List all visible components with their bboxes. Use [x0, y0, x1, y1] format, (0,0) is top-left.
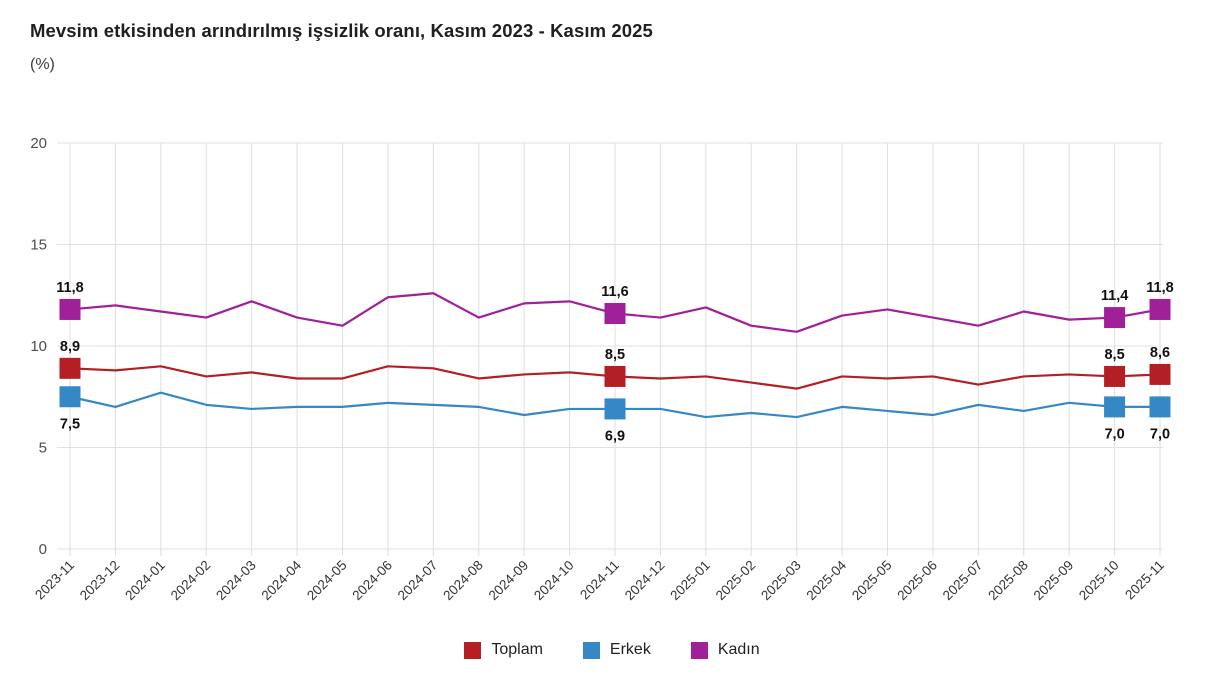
y-tick-label: 20	[30, 135, 47, 152]
x-tick-label: 2023-11	[32, 558, 77, 603]
value-label-toplam-2023-11: 8,9	[60, 339, 80, 355]
marker-erkek-2025-11	[1149, 396, 1171, 418]
marker-erkek-2023-11	[59, 386, 81, 408]
legend-item-erkek[interactable]: Erkek	[582, 641, 651, 659]
x-tick-label: 2025-10	[1076, 558, 1122, 604]
value-label-erkek-2023-11: 7,5	[60, 416, 80, 432]
chart-header: Mevsim etkisinden arındırılmış işsizlik …	[30, 20, 653, 74]
x-tick-label: 2025-08	[985, 558, 1031, 604]
y-tick-label: 10	[30, 338, 47, 355]
x-tick-label: 2025-03	[758, 558, 804, 604]
x-tick-label: 2024-06	[349, 558, 395, 604]
x-tick-label: 2024-03	[213, 558, 259, 604]
x-tick-label: 2024-05	[304, 558, 350, 604]
marker-toplam-2025-10	[1104, 365, 1126, 387]
marker-kadın-2023-11	[59, 298, 81, 320]
value-label-toplam-2025-10: 8,5	[1104, 347, 1124, 363]
value-label-toplam-2024-11: 8,5	[605, 347, 625, 363]
value-label-erkek-2024-11: 6,9	[605, 428, 625, 444]
x-tick-label: 2023-12	[77, 558, 123, 604]
legend-item-toplam[interactable]: Toplam	[464, 641, 543, 659]
x-tick-label: 2024-08	[440, 558, 486, 604]
x-tick-label: 2025-07	[940, 558, 986, 604]
legend-item-kadin[interactable]: Kadın	[690, 641, 760, 659]
legend-label-kadin: Kadın	[717, 641, 760, 658]
erkek-swatch-icon	[582, 641, 600, 659]
marker-erkek-2025-10	[1104, 396, 1126, 418]
x-tick-label: 2024-11	[577, 558, 622, 603]
x-tick-label: 2024-02	[168, 558, 214, 604]
x-tick-label: 2025-11	[1122, 558, 1167, 603]
x-tick-label: 2025-01	[667, 558, 713, 604]
value-label-kadın-2025-10: 11,4	[1101, 288, 1128, 304]
legend-label-toplam: Toplam	[491, 641, 543, 658]
marker-kadın-2024-11	[604, 303, 626, 325]
y-tick-label: 5	[39, 440, 47, 457]
x-tick-label: 2025-04	[804, 557, 850, 603]
y-tick-label: 15	[30, 237, 47, 254]
y-tick-label: 0	[39, 541, 47, 558]
x-tick-label: 2024-04	[259, 557, 305, 603]
chart-legend: Toplam Erkek Kadın	[0, 641, 1224, 659]
kadin-swatch-icon	[690, 641, 708, 659]
legend-label-erkek: Erkek	[609, 641, 651, 658]
marker-toplam-2025-11	[1149, 363, 1171, 385]
grid	[57, 142, 1163, 556]
toplam-swatch-icon	[464, 641, 482, 659]
series-markers: 8,9 8,5 8,5 8,6 7,5 6,9 7,0 7,0 11,8 11,6 11,4 11,8	[56, 280, 1173, 444]
marker-erkek-2024-11	[604, 398, 626, 420]
x-tick-label: 2025-09	[1031, 558, 1077, 604]
x-tick-label: 2025-06	[894, 558, 940, 604]
x-tick-label: 2024-10	[531, 558, 577, 604]
x-tick-label: 2025-05	[849, 558, 895, 604]
x-tick-label: 2024-09	[486, 558, 532, 604]
x-tick-label: 2024-01	[122, 558, 168, 604]
x-tick-label: 2024-07	[395, 558, 441, 604]
x-tick-label: 2025-02	[713, 558, 759, 604]
marker-kadın-2025-10	[1104, 307, 1126, 329]
marker-kadın-2025-11	[1149, 298, 1171, 320]
value-label-erkek-2025-11: 7,0	[1150, 426, 1170, 442]
value-label-erkek-2025-10: 7,0	[1104, 426, 1124, 442]
marker-toplam-2023-11	[59, 357, 81, 379]
chart-title: Mevsim etkisinden arındırılmış işsizlik …	[30, 20, 653, 41]
chart-unit-label: (%)	[30, 56, 55, 73]
x-tick-label: 2024-12	[622, 558, 668, 604]
marker-toplam-2024-11	[604, 365, 626, 387]
value-label-kadın-2023-11: 11,8	[56, 280, 83, 296]
value-label-kadın-2025-11: 11,8	[1146, 280, 1173, 296]
value-label-toplam-2025-11: 8,6	[1150, 345, 1170, 361]
value-label-kadın-2024-11: 11,6	[601, 284, 628, 300]
